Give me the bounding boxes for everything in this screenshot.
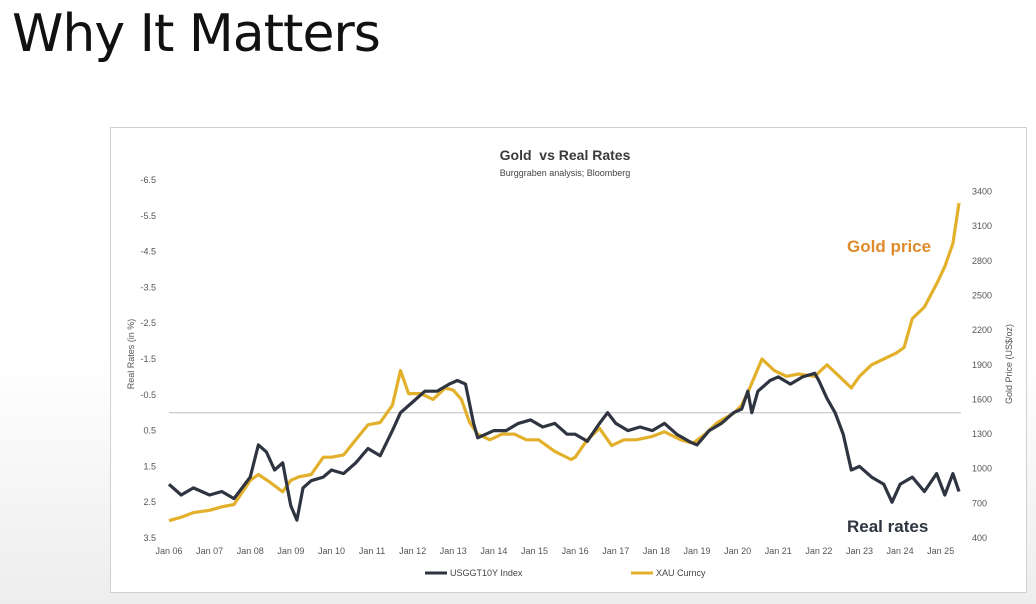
left-tick-label: 2.5 <box>143 497 156 507</box>
right-tick-label: 3100 <box>972 221 992 231</box>
left-tick-label: -4.5 <box>140 247 156 257</box>
chart-title: Gold vs Real Rates <box>500 147 631 163</box>
left-tick-label: 3.5 <box>143 533 156 543</box>
left-tick-label: 0.5 <box>143 426 156 436</box>
right-tick-label: 400 <box>972 533 987 543</box>
x-tick-label: Jan 22 <box>805 546 832 556</box>
x-tick-label: Jan 09 <box>277 546 304 556</box>
gold-vs-real-rates-chart: Gold vs Real Rates Burggraben analysis; … <box>126 147 1014 578</box>
x-tick-label: Jan 08 <box>237 546 264 556</box>
right-tick-label: 700 <box>972 498 987 508</box>
series-layer <box>167 202 961 523</box>
chart-frame: Gold vs Real Rates Burggraben analysis; … <box>110 127 1027 593</box>
left-tick-label: -3.5 <box>140 282 156 292</box>
x-tick-label: Jan 12 <box>399 546 426 556</box>
right-tick-label: 1600 <box>972 394 992 404</box>
x-tick-label: Jan 25 <box>927 546 954 556</box>
right-tick-label: 1300 <box>972 429 992 439</box>
left-tick-label: -6.5 <box>140 175 156 185</box>
right-tick-label: 2200 <box>972 325 992 335</box>
right-axis: 3400 3100 2800 2500 2200 1900 1600 1300 1000 700 4… <box>972 187 992 543</box>
x-tick-label: Jan 13 <box>440 546 467 556</box>
left-tick-label: 1.5 <box>143 461 156 471</box>
x-tick-label: Jan 18 <box>643 546 670 556</box>
chart-subtitle: Burggraben analysis; Bloomberg <box>500 168 631 178</box>
legend: USGGT10Y Index XAU Curncy <box>425 568 706 578</box>
legend-label-real-rates: USGGT10Y Index <box>450 568 523 578</box>
x-tick-label: Jan 07 <box>196 546 223 556</box>
right-tick-label: 1900 <box>972 360 992 370</box>
x-tick-label: Jan 24 <box>887 546 914 556</box>
real-rates-annotation: Real rates <box>847 517 928 536</box>
right-axis-label: Gold Price (US$/oz) <box>1004 324 1014 404</box>
legend-label-gold: XAU Curncy <box>656 568 706 578</box>
x-axis: Jan 06 Jan 07 Jan 08 Jan 09 Jan 10 Jan 11 Jan … <box>155 546 954 556</box>
right-tick-label: 2800 <box>972 256 992 266</box>
right-tick-label: 3400 <box>972 187 992 197</box>
x-tick-label: Jan 23 <box>846 546 873 556</box>
x-tick-label: Jan 15 <box>521 546 548 556</box>
left-tick-label: -5.5 <box>140 211 156 221</box>
x-tick-label: Jan 17 <box>602 546 629 556</box>
slide-title: Why It Matters <box>12 4 381 64</box>
left-axis-label: Real Rates (in %) <box>126 319 136 390</box>
x-tick-label: Jan 21 <box>765 546 792 556</box>
x-tick-label: Jan 11 <box>359 546 385 556</box>
left-tick-label: -1.5 <box>140 354 156 364</box>
x-tick-label: Jan 06 <box>155 546 182 556</box>
left-axis: -6.5 -5.5 -4.5 -3.5 -2.5 -1.5 -0.5 0.5 1.5 2.5 3.5 <box>140 175 156 543</box>
x-tick-label: Jan 19 <box>683 546 710 556</box>
gold-price-annotation: Gold price <box>847 237 931 256</box>
right-tick-label: 1000 <box>972 464 992 474</box>
left-tick-label: -0.5 <box>140 390 156 400</box>
left-tick-label: -2.5 <box>140 318 156 328</box>
gold-price-line <box>168 202 961 523</box>
x-tick-label: Jan 20 <box>724 546 751 556</box>
real-rates-line <box>167 371 961 522</box>
x-tick-label: Jan 10 <box>318 546 345 556</box>
x-tick-label: Jan 14 <box>480 546 507 556</box>
right-tick-label: 2500 <box>972 290 992 300</box>
x-tick-label: Jan 16 <box>562 546 589 556</box>
